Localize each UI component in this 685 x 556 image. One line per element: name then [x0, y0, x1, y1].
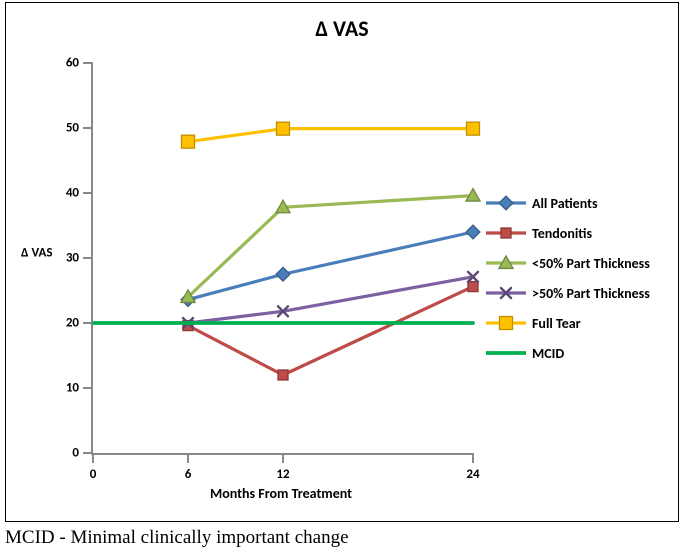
- chart-title: Δ VAS: [6, 15, 678, 42]
- y-axis-title: Δ VAS: [21, 246, 52, 261]
- x-tick: [187, 453, 189, 463]
- y-tick-label: 0: [72, 446, 79, 461]
- y-tick: [83, 322, 93, 324]
- plot-area: 0102030405060061224: [91, 63, 473, 455]
- legend-label: Tendonitis: [532, 225, 671, 242]
- y-tick: [83, 387, 93, 389]
- x-tick-label: 6: [185, 467, 192, 482]
- y-tick-label: 60: [66, 56, 79, 71]
- legend-item: >50% Part Thickness: [486, 278, 671, 308]
- legend-swatch: [486, 342, 526, 364]
- y-tick-label: 10: [66, 381, 79, 396]
- legend-label: >50% Part Thickness: [532, 285, 671, 302]
- legend-label: All Patients: [532, 195, 671, 212]
- legend-swatch: [486, 222, 526, 244]
- legend-item: Tendonitis: [486, 218, 671, 248]
- legend-swatch: [486, 252, 526, 274]
- y-tick-label: 40: [66, 186, 79, 201]
- figure: Δ VAS Δ VAS Months From Treatment 010203…: [0, 0, 685, 556]
- x-axis-title: Months From Treatment: [91, 485, 471, 502]
- y-tick: [83, 62, 93, 64]
- x-tick-label: 0: [90, 467, 97, 482]
- footnote: MCID - Minimal clinically important chan…: [5, 527, 349, 549]
- y-tick-label: 50: [66, 121, 79, 136]
- legend-item: All Patients: [486, 188, 671, 218]
- legend-swatch: [486, 282, 526, 304]
- chart-lines: [93, 63, 473, 453]
- x-tick: [472, 453, 474, 463]
- legend-swatch: [486, 312, 526, 334]
- y-tick-label: 30: [66, 251, 79, 266]
- legend-label: Full Tear: [532, 315, 671, 332]
- legend: All Patients Tendonitis <50% Part Thicknes…: [486, 188, 671, 368]
- legend-swatch: [486, 192, 526, 214]
- legend-label: MCID: [532, 345, 671, 362]
- legend-item: Full Tear: [486, 308, 671, 338]
- x-tick: [282, 453, 284, 463]
- y-tick: [83, 257, 93, 259]
- x-tick-label: 12: [276, 467, 289, 482]
- legend-item: <50% Part Thickness: [486, 248, 671, 278]
- x-tick: [92, 453, 94, 463]
- y-tick: [83, 192, 93, 194]
- legend-label: <50% Part Thickness: [532, 255, 671, 272]
- legend-item: MCID: [486, 338, 671, 368]
- y-tick: [83, 127, 93, 129]
- x-tick-label: 24: [466, 467, 479, 482]
- chart-panel: Δ VAS Δ VAS Months From Treatment 010203…: [5, 2, 679, 522]
- y-tick-label: 20: [66, 316, 79, 331]
